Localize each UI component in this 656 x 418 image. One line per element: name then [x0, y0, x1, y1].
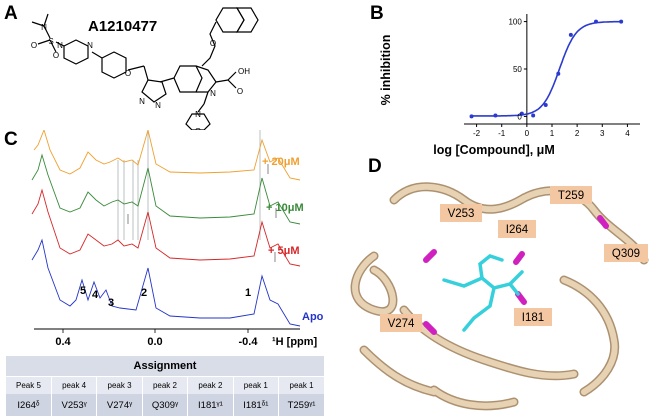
atom-o1: O — [31, 41, 37, 50]
atom-o3: O — [125, 69, 131, 78]
residue-label-t259: T259 — [558, 190, 584, 202]
nmr-tick-0.0: 0.0 — [147, 336, 162, 348]
compound-name: A1210477 — [88, 18, 158, 35]
dose-point — [568, 32, 573, 37]
dose-ytick-label: 50 — [513, 65, 522, 74]
dose-point — [543, 103, 548, 108]
assignment-value: V253ᵞ — [50, 394, 97, 416]
protein-structure: V253 I264 T259 Q309 V274 I181 — [350, 182, 649, 411]
assignment-header: peak 3 — [96, 377, 143, 394]
assignment-header: peak 4 — [50, 377, 97, 394]
spectrum-apo — [31, 238, 301, 327]
dose-point — [531, 113, 536, 118]
dose-response-chart: -2 -1 0 1 2 3 4 0 50 100 log [Compound], μM % inh… — [379, 14, 640, 157]
spectrum-10um — [31, 153, 301, 225]
dose-ytick-label: 100 — [508, 18, 522, 27]
peak-number-5: 5 — [80, 285, 86, 297]
atom-n2: N — [57, 41, 63, 50]
peak-number-4: 4 — [92, 289, 99, 301]
dose-xtick-label: 1 — [550, 129, 555, 138]
assignment-value: I264ᵟ — [6, 394, 52, 416]
dose-xtick-label: -1 — [498, 129, 506, 138]
residue-label-i181: I181 — [522, 312, 544, 324]
dose-point — [594, 19, 598, 24]
assignment-title: Assignment — [6, 356, 324, 377]
atom-o6: O — [195, 127, 201, 130]
assignment-value: Q309ᵞ — [141, 394, 188, 416]
assignment-header: peak 1 — [278, 377, 324, 394]
nmr-spectra: + 20μM + 10μM + 5μM Apo 5 4 3 2 1 0.4 0.… — [31, 130, 324, 348]
nmr-xlabel: ¹H [ppm] — [272, 336, 318, 348]
atom-n1: N — [41, 23, 47, 32]
dose-point — [493, 113, 498, 118]
panel-letter-c: C — [4, 129, 18, 150]
spectrum-5um — [31, 188, 301, 267]
spectrum-label-5um: + 5μM — [268, 245, 300, 257]
dose-xtick-label: 4 — [625, 129, 630, 138]
dose-xtick-label: -2 — [473, 129, 481, 138]
peak-number-1: 1 — [245, 287, 251, 299]
assignment-value: I181ᵞ¹ — [187, 394, 234, 416]
dose-ytick-label: 0 — [517, 112, 522, 121]
assignment-value: V274ᵞ — [96, 394, 143, 416]
residue-label-i264: I264 — [506, 224, 529, 236]
dose-xtick-label: 2 — [575, 129, 580, 138]
panel-letter-d: D — [368, 156, 382, 177]
dose-ylabel: % inhibition — [379, 35, 393, 106]
assignment-header: peak 2 — [187, 377, 234, 394]
assignment-header: peak 2 — [141, 377, 188, 394]
atom-o2: O — [53, 51, 59, 60]
panel-letter-b: B — [370, 3, 384, 24]
residue-label-v274: V274 — [388, 318, 415, 330]
residue-label-q309: Q309 — [612, 248, 640, 260]
dose-xtick-label: 3 — [600, 129, 605, 138]
dose-point — [519, 111, 524, 116]
peak-number-3: 3 — [108, 297, 114, 309]
atom-n6: N — [210, 89, 216, 98]
dose-point — [469, 114, 474, 119]
spectrum-label-apo: Apo — [302, 311, 324, 323]
atom-oh: OH — [238, 67, 250, 76]
spectrum-label-10um: + 10μM — [266, 202, 304, 214]
dose-xtick-label: 0 — [525, 129, 530, 138]
fit-curve — [471, 20, 623, 117]
spectrum-label-20um: + 20μM — [262, 156, 300, 168]
assignment-header: Peak 5 — [6, 377, 52, 394]
residue-label-v253: V253 — [448, 208, 475, 220]
dose-point — [619, 19, 624, 24]
atom-n3: N — [87, 41, 93, 50]
nmr-tick-0.4: 0.4 — [55, 336, 71, 348]
atom-n7: N — [195, 110, 201, 119]
spectrum-20um — [33, 130, 301, 181]
atom-s: S — [48, 37, 53, 46]
atom-o4: O — [210, 39, 216, 48]
nmr-tick-neg0.4: -0.4 — [239, 336, 259, 348]
assignment-table: Assignment Peak 5 peak 4 peak 3 peak 2 p… — [6, 356, 324, 416]
assignment-header: peak 1 — [232, 377, 279, 394]
atom-o5: O — [237, 87, 243, 96]
atom-n5: N — [155, 101, 161, 110]
panel-letter-a: A — [4, 3, 18, 24]
peak-number-2: 2 — [141, 287, 147, 299]
dose-xlabel: log [Compound], μM — [433, 143, 555, 157]
dose-point — [556, 71, 561, 76]
atom-n4: N — [139, 97, 145, 106]
chemical-structure: N S O O N N O O N N N OH O N O — [31, 7, 259, 130]
assignment-value: T259ᵞ¹ — [278, 394, 324, 416]
assignment-value: I181ᵟ¹ — [232, 394, 279, 416]
